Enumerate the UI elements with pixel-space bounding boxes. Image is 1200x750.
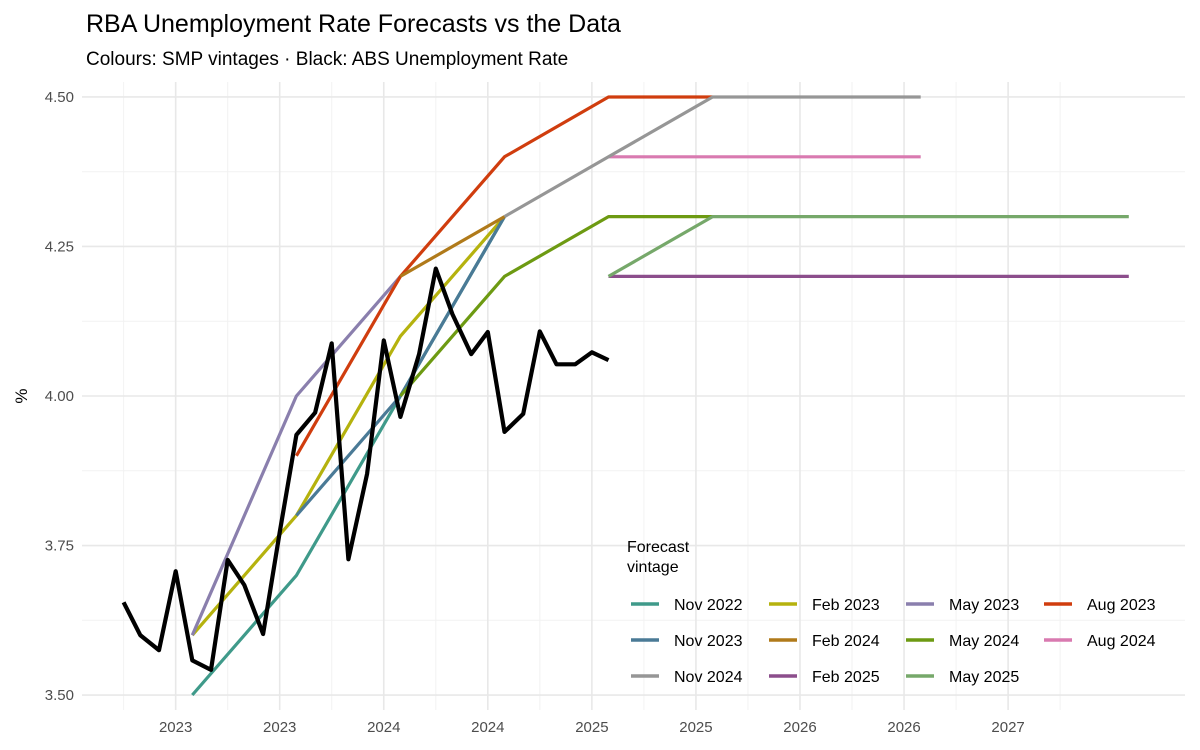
legend-label-nov-2024: Nov 2024 bbox=[674, 669, 743, 686]
legend-label-may-2023: May 2023 bbox=[949, 597, 1019, 614]
legend-label-may-2025: May 2025 bbox=[949, 669, 1019, 686]
legend-item-may-2024: May 2024 bbox=[906, 633, 1019, 650]
x-tick-label: 2023 bbox=[159, 719, 192, 736]
legend-item-may-2023: May 2023 bbox=[906, 597, 1019, 614]
x-axis-ticks: 2023 2023 2024 2024 2025 2025 2026 2026 2027 bbox=[159, 719, 1025, 736]
legend-title-line-1: Forecast bbox=[627, 539, 690, 556]
chart-title: RBA Unemployment Rate Forecasts vs the D… bbox=[86, 10, 621, 38]
x-tick-label: 2026 bbox=[887, 719, 920, 736]
legend-item-aug-2024: Aug 2024 bbox=[1044, 633, 1156, 650]
legend-item-feb-2025: Feb 2025 bbox=[769, 669, 880, 686]
actual-series bbox=[121, 266, 610, 673]
series-line-feb-2023 bbox=[191, 215, 506, 637]
legend-label-aug-2024: Aug 2024 bbox=[1087, 633, 1156, 650]
x-tick-label: 2023 bbox=[263, 719, 296, 736]
legend-item-nov-2023: Nov 2023 bbox=[631, 633, 743, 650]
x-tick-label: 2025 bbox=[575, 719, 608, 736]
y-axis-label: % bbox=[12, 388, 31, 403]
legend-label-aug-2023: Aug 2023 bbox=[1087, 597, 1156, 614]
series-line-aug-2023 bbox=[295, 95, 713, 457]
x-tick-label: 2024 bbox=[471, 719, 504, 736]
legend-item-aug-2023: Aug 2023 bbox=[1044, 597, 1156, 614]
legend-item-feb-2023: Feb 2023 bbox=[769, 597, 880, 614]
legend-label-feb-2025: Feb 2025 bbox=[812, 669, 880, 686]
y-tick-label: 3.50 bbox=[45, 687, 74, 704]
legend-item-feb-2024: Feb 2024 bbox=[769, 633, 880, 650]
series-line-nov-2024 bbox=[503, 95, 921, 218]
series-line-may-2024 bbox=[399, 215, 713, 398]
y-axis-ticks: 3.50 3.75 4.00 4.25 4.50 bbox=[45, 89, 74, 704]
legend-label-may-2024: May 2024 bbox=[949, 633, 1019, 650]
series-line-may-2023 bbox=[190, 275, 402, 636]
y-tick-label: 4.00 bbox=[45, 388, 74, 405]
y-tick-label: 4.50 bbox=[45, 89, 74, 106]
series-line-feb-2024 bbox=[399, 215, 506, 278]
legend-item-nov-2024: Nov 2024 bbox=[631, 669, 743, 686]
legend-label-feb-2024: Feb 2024 bbox=[812, 633, 880, 650]
chart-subtitle: Colours: SMP vintages · Black: ABS Unemp… bbox=[86, 49, 568, 70]
series-line-abs-unemployment-rate bbox=[121, 266, 610, 673]
legend-item-nov-2022: Nov 2022 bbox=[631, 597, 743, 614]
legend-label-nov-2022: Nov 2022 bbox=[674, 597, 743, 614]
y-tick-label: 3.75 bbox=[45, 538, 74, 555]
legend-items: Nov 2022 Nov 2023 Nov 2024 Feb 2023 Feb 2024… bbox=[631, 597, 1156, 686]
series-line-may-2025 bbox=[607, 215, 1129, 278]
legend-label-feb-2023: Feb 2023 bbox=[812, 597, 880, 614]
x-tick-label: 2027 bbox=[991, 719, 1024, 736]
x-tick-label: 2026 bbox=[783, 719, 816, 736]
x-tick-label: 2025 bbox=[679, 719, 712, 736]
legend-item-may-2025: May 2025 bbox=[906, 669, 1019, 686]
x-tick-label: 2024 bbox=[367, 719, 400, 736]
y-tick-label: 4.25 bbox=[45, 238, 74, 255]
gridlines bbox=[82, 82, 1185, 710]
forecast-series bbox=[190, 95, 1129, 697]
legend-title-line-2: vintage bbox=[627, 559, 679, 576]
legend-label-nov-2023: Nov 2023 bbox=[674, 633, 743, 650]
